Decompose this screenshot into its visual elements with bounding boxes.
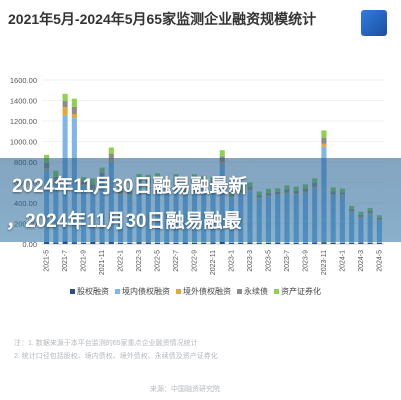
x-tick-label: 2024-5 [376, 250, 383, 272]
x-tick-label: 2022-3 [136, 250, 143, 272]
bar-segment [275, 242, 281, 244]
bar-segment [238, 242, 244, 244]
legend-swatch [237, 289, 242, 295]
bar-segment [44, 241, 50, 244]
bar-segment [219, 150, 225, 157]
y-tick-label: 1400.00 [10, 97, 37, 106]
bar-segment [247, 242, 253, 244]
y-tick-label: 1600.00 [10, 76, 37, 85]
x-tick-label: 2022-11 [210, 250, 217, 275]
x-tick-label: 2021-9 [81, 250, 88, 272]
x-tick-label: 2022-9 [192, 250, 199, 272]
bar-segment [127, 242, 133, 244]
x-tick-label: 2023-1 [228, 250, 235, 272]
bar-segment [108, 241, 114, 244]
legend-label: 股权融资 [77, 287, 109, 296]
x-tick-label: 2021-5 [44, 250, 51, 272]
bar-segment [330, 242, 336, 244]
bar-segment [136, 242, 142, 244]
legend-item[interactable]: 永续债 [237, 286, 268, 297]
bar-segment [256, 242, 262, 244]
bar-segment [321, 143, 327, 147]
bar-segment [358, 242, 364, 244]
bar-segment [118, 242, 124, 244]
bar-segment [71, 114, 77, 119]
bar-segment [154, 242, 161, 244]
legend-label: 资产证券化 [281, 287, 321, 296]
bar-segment [191, 242, 198, 244]
bar-segment [62, 93, 68, 102]
legend-swatch [274, 289, 279, 295]
x-tick-label: 2023-11 [321, 250, 328, 275]
legend-label: 永续债 [244, 287, 268, 296]
bar-segment [302, 242, 308, 244]
bar-segment [62, 241, 68, 244]
legend-item[interactable]: 境外债权融资 [176, 286, 231, 297]
chart-title: 2021年5月-2024年5月65家监测企业融资规模统计 [8, 11, 317, 27]
source-note: 来源：中国融资研究院 [150, 386, 220, 393]
bar-segment [321, 130, 327, 138]
footnote-line-2: 2. 统计口径包括股权、境内债权、境外债权、永续债及资产证券化 [14, 353, 218, 360]
bar-segment [312, 242, 318, 244]
x-tick-label: 2022-5 [155, 250, 162, 272]
legend-swatch [176, 289, 181, 295]
headline-banner [0, 158, 401, 242]
bar-segment [201, 242, 207, 244]
bar-segment [62, 107, 68, 116]
bar-segment [339, 242, 345, 244]
x-tick-label: 2021-11 [99, 250, 106, 275]
x-tick-label: 2024-3 [358, 250, 365, 272]
x-tick-label: 2023-9 [302, 250, 309, 272]
bar-segment [265, 242, 272, 244]
bar-segment [210, 242, 216, 244]
bar-segment [90, 241, 96, 244]
bar-segment [173, 242, 179, 244]
headline-line-1[interactable]: 2024年11月30日融易融最新 [12, 176, 248, 197]
legend-label: 境外债权融资 [183, 287, 231, 296]
bar-segment [71, 98, 77, 107]
bar-segment [219, 241, 225, 244]
y-tick-label: 1000.00 [10, 138, 37, 147]
legend-item[interactable]: 境内债权融资 [115, 286, 170, 297]
legend-swatch [70, 289, 75, 295]
bar-segment [376, 242, 382, 244]
x-tick-label: 2021-7 [62, 250, 69, 272]
x-tick-label: 2022-7 [173, 250, 180, 272]
bar-segment [108, 147, 114, 154]
bar-segment [321, 137, 327, 144]
bar-segment [349, 242, 355, 244]
bar-segment [71, 106, 77, 115]
bar-segment [228, 242, 235, 244]
footnote-line-1: 注：1. 数据来源于本平台监测的65家重点企业融资情况统计 [14, 340, 198, 347]
x-tick-label: 2022-1 [118, 250, 125, 272]
legend-item[interactable]: 股权融资 [70, 286, 109, 297]
bar-segment [164, 242, 170, 244]
x-tick-label: 2023-7 [284, 250, 291, 272]
bar-segment [81, 242, 87, 244]
legend-swatch [115, 289, 120, 295]
bar-segment [284, 242, 290, 244]
x-tick-label: 2024-1 [339, 250, 346, 272]
bar-segment [108, 153, 114, 159]
bar-segment [99, 242, 105, 244]
headline-line-2[interactable]: ，2024年11月30日融易融最 [6, 211, 242, 232]
bar-segment [71, 242, 77, 244]
legend-item[interactable]: 资产证券化 [274, 286, 321, 297]
bar-segment [321, 242, 327, 244]
x-tick-label: 2023-3 [247, 250, 254, 272]
bar-segment [53, 242, 59, 244]
bar-segment [62, 101, 68, 108]
y-tick-label: 0.00 [22, 240, 37, 249]
x-tick-label: 2023-5 [265, 250, 272, 272]
bar-segment [293, 242, 299, 244]
share-icon[interactable] [361, 10, 387, 36]
y-tick-label: 1200.00 [10, 117, 37, 126]
chart-legend: 股权融资 境内债权融资 境外债权融资 永续债 资产证券化 [70, 286, 327, 297]
bar-segment [182, 242, 188, 244]
legend-label: 境内债权融资 [122, 287, 170, 296]
bar-segment [145, 242, 151, 244]
bar-segment [367, 242, 373, 244]
